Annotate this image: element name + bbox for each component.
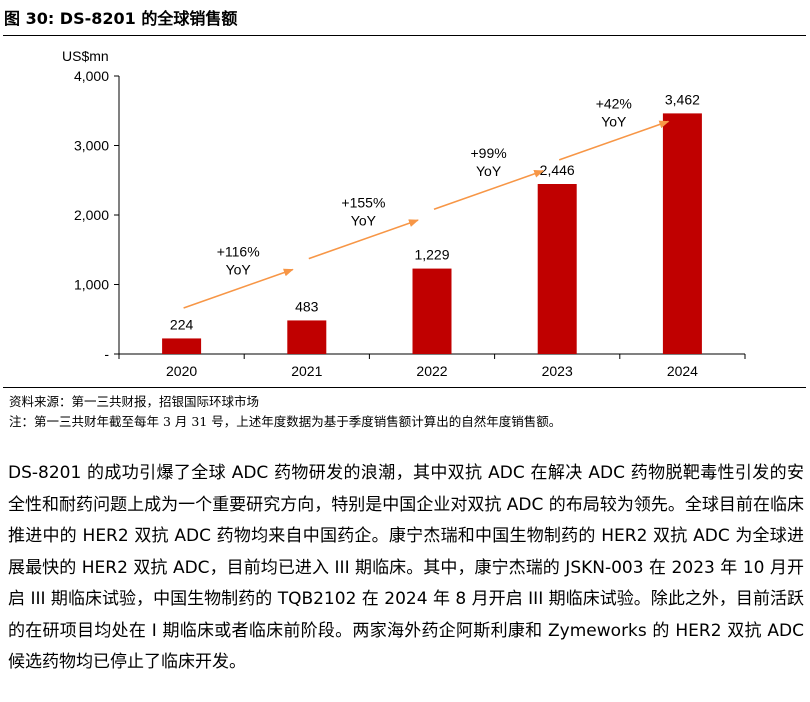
growth-arrow — [183, 268, 294, 309]
growth-arrow — [433, 169, 545, 211]
bar — [287, 320, 327, 354]
y-axis-tick-label: 1,000 — [74, 277, 109, 293]
growth-percent-label: +155% — [341, 194, 385, 210]
y-axis-unit-label: US$mn — [62, 48, 109, 64]
x-axis-tick-label: 2024 — [667, 363, 698, 379]
data-label: 3,462 — [665, 91, 700, 107]
data-label: 2,446 — [540, 162, 575, 178]
growth-percent-label: +99% — [470, 145, 506, 161]
x-axis-tick-label: 2021 — [291, 363, 322, 379]
growth-arrow — [308, 219, 419, 260]
growth-percent-label: +116% — [217, 244, 260, 260]
value-labels: 224 483 1,229 2,446 3,462 — [170, 91, 700, 332]
sales-chart-svg: US$mn - 1,000 2,000 3,000 4,000 2020 2021 2022… — [62, 48, 746, 379]
growth-unit-label: YoY — [476, 163, 502, 179]
source-line: 资料来源：第一三共财报，招银国际环球市场 — [9, 394, 260, 409]
growth-unit-label: YoY — [601, 114, 627, 130]
x-axis-labels: 2020 2021 2022 2023 2024 — [166, 363, 698, 379]
figure-title: 图 30: DS-8201 的全球销售额 — [4, 9, 238, 28]
chart-bottom-divider — [3, 387, 806, 388]
note-line: 注：第一三共财年截至每年 3 月 31 号，上述年度数据为基于季度销售额计算出的… — [9, 414, 562, 429]
sales-chart: US$mn - 1,000 2,000 3,000 4,000 2020 2021 2022… — [0, 36, 810, 387]
data-label: 483 — [295, 298, 319, 314]
growth-percent-label: +42% — [596, 96, 632, 112]
x-axis-tick-label: 2023 — [542, 363, 573, 379]
bars — [162, 113, 702, 355]
y-axis-tick-label: 4,000 — [74, 68, 109, 84]
y-axis-tick-label: - — [104, 346, 109, 362]
growth-arrow — [558, 120, 670, 161]
data-label: 224 — [170, 316, 194, 332]
growth-unit-label: YoY — [351, 212, 377, 228]
x-axis-tick-label: 2022 — [416, 363, 447, 379]
y-axis-tick-label: 2,000 — [74, 207, 109, 223]
bar — [162, 338, 202, 354]
bar — [412, 268, 452, 354]
y-axis-ticks: - 1,000 2,000 3,000 4,000 — [74, 68, 119, 362]
growth-annotations: +116% YoY +155% YoY +99% YoY +42% YoY — [183, 96, 670, 309]
title-divider — [3, 35, 806, 36]
x-axis-tick-label: 2020 — [166, 363, 197, 379]
body-paragraph: DS-8201 的成功引爆了全球 ADC 药物研发的浪潮，其中双抗 ADC 在解… — [8, 463, 804, 672]
bar — [537, 184, 577, 354]
growth-unit-label: YoY — [226, 262, 252, 278]
data-label: 1,229 — [414, 247, 449, 263]
bar — [662, 113, 702, 355]
y-axis-tick-label: 3,000 — [74, 138, 109, 154]
